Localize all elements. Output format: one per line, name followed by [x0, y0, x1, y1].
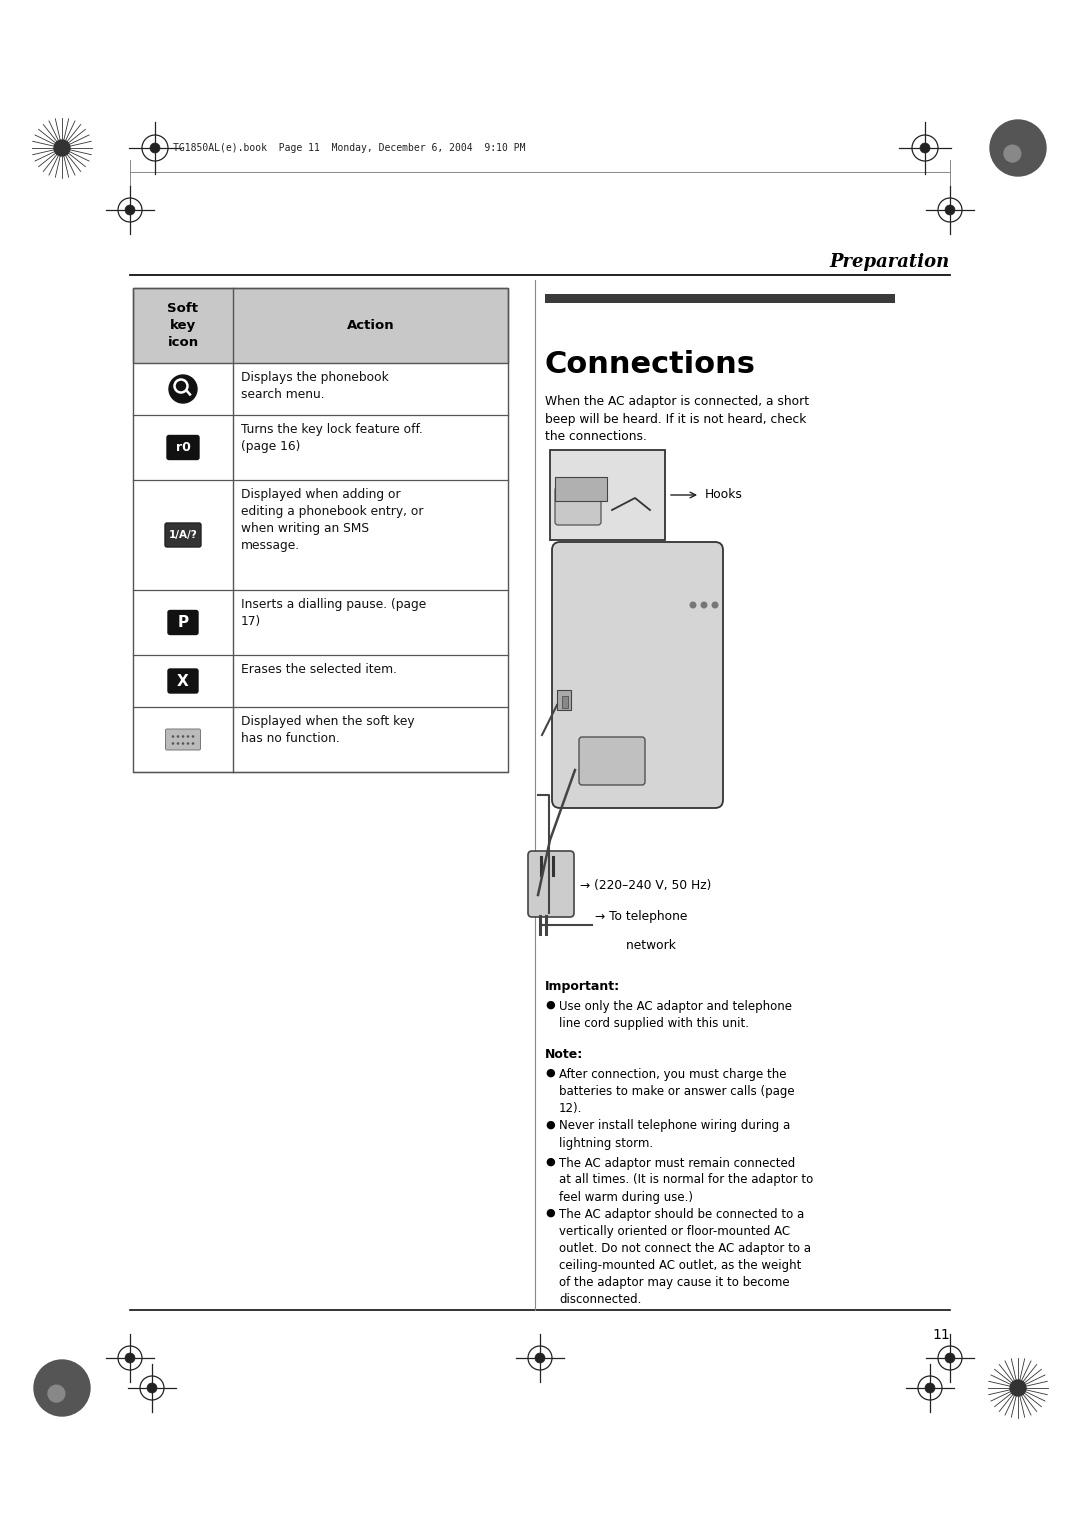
Text: Use only the AC adaptor and telephone
line cord supplied with this unit.: Use only the AC adaptor and telephone li… [559, 999, 792, 1030]
Circle shape [125, 1352, 135, 1363]
Text: ●: ● [545, 1209, 555, 1218]
FancyBboxPatch shape [168, 669, 198, 694]
Text: When the AC adaptor is connected, a short
beep will be heard. If it is not heard: When the AC adaptor is connected, a shor… [545, 396, 809, 443]
Text: Displayed when the soft key
has no function.: Displayed when the soft key has no funct… [241, 715, 415, 746]
Circle shape [187, 743, 189, 744]
Text: ●: ● [545, 1120, 555, 1129]
Text: 1/A/?: 1/A/? [168, 530, 198, 539]
Text: Never install telephone wiring during a
lightning storm.: Never install telephone wiring during a … [559, 1120, 791, 1149]
Circle shape [147, 1383, 157, 1394]
Circle shape [125, 205, 135, 215]
Text: Turns the key lock feature off.
(page 16): Turns the key lock feature off. (page 16… [241, 423, 423, 452]
Bar [133, 287, 508, 364]
Circle shape [1004, 145, 1021, 162]
Text: ●: ● [545, 999, 555, 1010]
Text: → (220–240 V, 50 Hz): → (220–240 V, 50 Hz) [580, 879, 712, 891]
Text: The AC adaptor must remain connected
at all times. (It is normal for the adaptor: The AC adaptor must remain connected at … [559, 1157, 813, 1204]
Bar [550, 451, 665, 539]
Text: Displays the phonebook
search menu.: Displays the phonebook search menu. [241, 371, 389, 400]
Circle shape [924, 1383, 935, 1394]
Circle shape [177, 743, 179, 744]
Text: → To telephone: → To telephone [595, 911, 687, 923]
FancyBboxPatch shape [165, 523, 201, 547]
FancyBboxPatch shape [165, 729, 201, 750]
Circle shape [192, 743, 194, 744]
Bar [562, 695, 568, 707]
Circle shape [192, 735, 194, 738]
Text: Soft
key
icon: Soft key icon [167, 303, 199, 348]
Circle shape [48, 1386, 65, 1403]
Circle shape [945, 205, 955, 215]
Text: TG1850AL(e).book  Page 11  Monday, December 6, 2004  9:10 PM: TG1850AL(e).book Page 11 Monday, Decembe… [173, 144, 526, 153]
FancyBboxPatch shape [555, 487, 600, 526]
Text: ●: ● [545, 1068, 555, 1077]
Text: P: P [177, 614, 189, 630]
FancyBboxPatch shape [528, 851, 573, 917]
Text: X: X [177, 674, 189, 689]
Circle shape [181, 735, 185, 738]
Bar [557, 691, 571, 711]
Circle shape [535, 1352, 545, 1363]
Circle shape [187, 735, 189, 738]
Text: Displayed when adding or
editing a phonebook entry, or
when writing an SMS
messa: Displayed when adding or editing a phone… [241, 487, 423, 552]
Circle shape [168, 374, 197, 403]
Circle shape [181, 743, 185, 744]
FancyBboxPatch shape [552, 542, 723, 808]
Circle shape [1010, 1380, 1026, 1397]
Text: Preparation: Preparation [829, 254, 950, 270]
FancyBboxPatch shape [167, 435, 199, 460]
Bar [545, 293, 895, 303]
Circle shape [172, 743, 174, 744]
Circle shape [920, 144, 930, 153]
Text: 11: 11 [932, 1328, 950, 1342]
Text: Hooks: Hooks [705, 489, 743, 501]
Bar [133, 287, 508, 772]
Text: network: network [595, 940, 676, 952]
Circle shape [712, 602, 718, 608]
Text: Note:: Note: [545, 1048, 583, 1060]
Circle shape [177, 735, 179, 738]
Text: ●: ● [545, 1157, 555, 1166]
FancyBboxPatch shape [579, 736, 645, 785]
Circle shape [990, 121, 1047, 176]
Circle shape [689, 602, 697, 608]
Circle shape [945, 1352, 955, 1363]
Text: After connection, you must charge the
batteries to make or answer calls (page
12: After connection, you must charge the ba… [559, 1068, 795, 1115]
Circle shape [701, 602, 707, 608]
FancyBboxPatch shape [555, 477, 607, 501]
Text: Connections: Connections [545, 350, 756, 379]
Circle shape [33, 1360, 90, 1416]
Text: r0: r0 [176, 442, 190, 454]
Text: Important:: Important: [545, 979, 620, 993]
FancyBboxPatch shape [168, 611, 198, 634]
Text: Action: Action [347, 319, 394, 332]
Text: The AC adaptor should be connected to a
vertically oriented or floor-mounted AC
: The AC adaptor should be connected to a … [559, 1209, 811, 1306]
Text: Erases the selected item.: Erases the selected item. [241, 663, 397, 675]
Circle shape [172, 735, 174, 738]
Circle shape [54, 141, 70, 156]
Text: Inserts a dialling pause. (page
17): Inserts a dialling pause. (page 17) [241, 597, 427, 628]
Circle shape [150, 144, 160, 153]
